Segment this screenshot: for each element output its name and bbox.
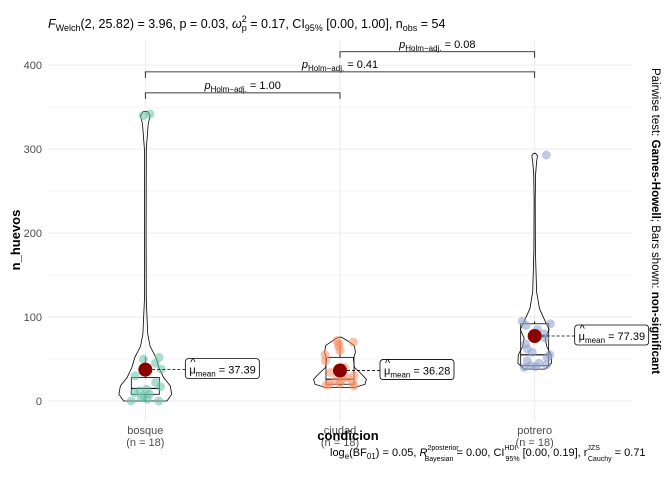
x-tick-label: potrero bbox=[517, 425, 552, 437]
mean-marker bbox=[527, 329, 542, 344]
data-point bbox=[517, 316, 527, 326]
data-points bbox=[126, 109, 555, 406]
mean-marker bbox=[333, 363, 347, 378]
x-tick-label: bosque bbox=[127, 425, 163, 437]
y-axis-title: n_huevos bbox=[8, 210, 23, 271]
y-tick-label: 200 bbox=[24, 228, 42, 240]
data-point bbox=[348, 337, 358, 347]
mean-label: μmean = 77.39 bbox=[579, 331, 645, 345]
data-point bbox=[332, 336, 342, 346]
data-point bbox=[522, 356, 532, 366]
pairwise-bracket bbox=[144, 71, 536, 78]
pairwise-test-note: Pairwise test: Games-Howell; Bars shown:… bbox=[649, 68, 661, 374]
data-point bbox=[349, 371, 359, 381]
data-point bbox=[142, 384, 152, 394]
data-point bbox=[154, 396, 164, 406]
data-point bbox=[156, 364, 166, 374]
data-point bbox=[326, 368, 336, 377]
pairwise-bracket bbox=[339, 51, 536, 58]
mean-hat: ^ bbox=[190, 357, 196, 369]
x-tick-label: ciudad bbox=[324, 425, 356, 437]
mean-label: μmean = 37.39 bbox=[189, 365, 255, 379]
x-axis-title: condicion bbox=[317, 428, 378, 443]
y-tick-label: 400 bbox=[24, 60, 42, 72]
pairwise-label: pHolm−adj. = 0.08 bbox=[398, 39, 475, 53]
x-tick-n-label: (n = 18) bbox=[126, 437, 164, 449]
data-point bbox=[320, 350, 330, 360]
data-point bbox=[126, 396, 136, 406]
y-tick-label: 100 bbox=[24, 312, 42, 324]
chart-subtitle: FWelch(2, 25.82) = 3.96, p = 0.03, ω2 p =… bbox=[48, 14, 445, 33]
data-point bbox=[145, 109, 155, 119]
mean-label: μmean = 36.28 bbox=[384, 366, 450, 380]
data-point bbox=[151, 378, 161, 387]
pairwise-label: pHolm−adj. = 0.41 bbox=[301, 59, 378, 73]
mean-marker bbox=[138, 362, 153, 377]
x-tick-n-label: (n = 18) bbox=[321, 437, 359, 449]
mean-hat: ^ bbox=[580, 323, 586, 335]
data-point bbox=[545, 350, 555, 360]
pairwise-label: pHolm−adj. = 1.00 bbox=[204, 80, 281, 94]
mean-label-box bbox=[184, 358, 260, 380]
x-tick-n-label: (n = 18) bbox=[516, 437, 554, 449]
chart-caption: loge(BF01) = 0.05, R2posterior Bayesian =… bbox=[330, 445, 646, 463]
mean-label-box bbox=[574, 324, 650, 346]
data-point bbox=[534, 358, 544, 368]
data-point bbox=[545, 319, 555, 329]
pairwise-bracket bbox=[144, 92, 341, 99]
y-tick-label: 300 bbox=[24, 144, 42, 156]
data-point bbox=[542, 360, 551, 370]
y-tick-label: 0 bbox=[36, 396, 42, 408]
violin-potrero bbox=[517, 152, 552, 370]
data-point bbox=[139, 354, 148, 364]
data-point bbox=[541, 150, 551, 160]
data-point bbox=[330, 376, 340, 386]
pairwise-brackets: pHolm−adj. = 1.00 pHolm−adj. = 0.41 pHolm−… bbox=[144, 39, 536, 99]
mean-label-box bbox=[379, 359, 455, 380]
mean-markers: μmean = 37.39^μmean = 36.28^μmean = 77.3… bbox=[138, 323, 650, 380]
data-point bbox=[521, 339, 530, 349]
data-point bbox=[130, 371, 140, 381]
mean-hat: ^ bbox=[385, 358, 391, 370]
data-point bbox=[154, 352, 164, 362]
